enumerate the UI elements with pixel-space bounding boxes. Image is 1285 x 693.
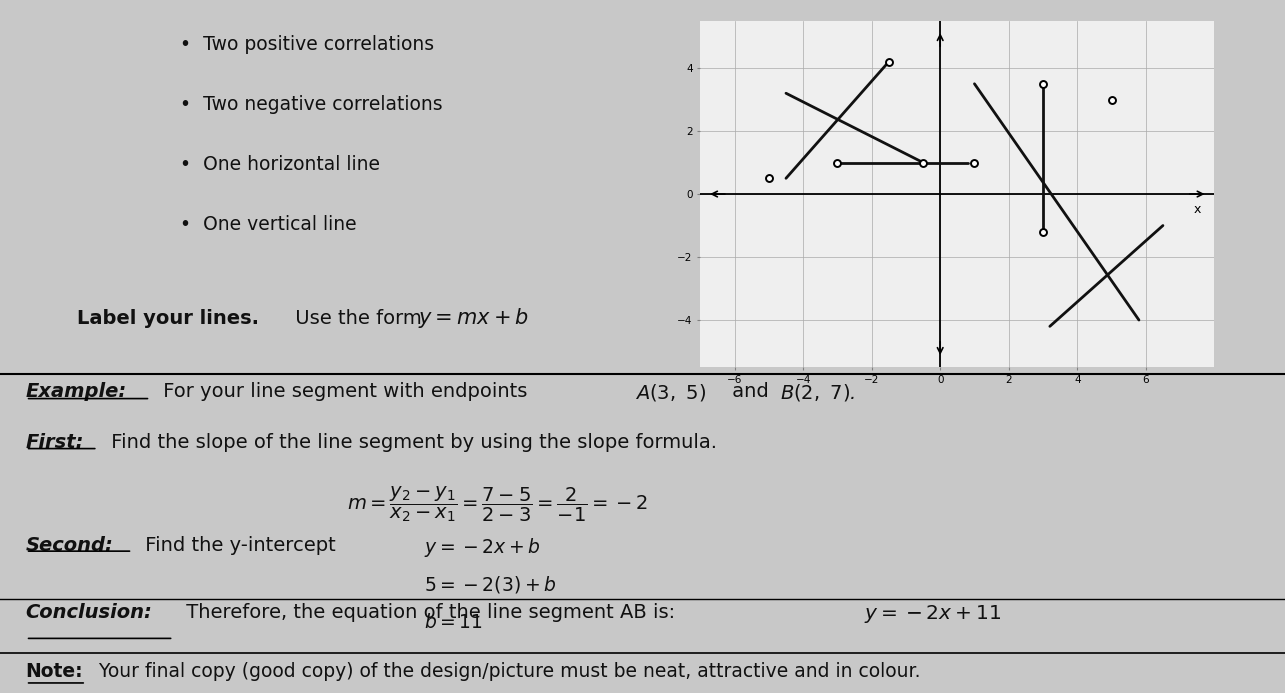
Text: $A(3,\ 5)$: $A(3,\ 5)$ xyxy=(635,382,705,403)
Text: and: and xyxy=(726,382,775,401)
Text: Example:: Example: xyxy=(26,382,127,401)
Text: Label your lines.: Label your lines. xyxy=(77,308,260,328)
Text: Note:: Note: xyxy=(26,662,84,681)
Text: $y = -2x + 11$: $y = -2x + 11$ xyxy=(864,603,1001,625)
Text: $B(2,\ 7)$.: $B(2,\ 7)$. xyxy=(780,382,856,403)
Text: Second:: Second: xyxy=(26,536,113,555)
Text: $b = 11$: $b = 11$ xyxy=(424,613,483,632)
Text: Conclusion:: Conclusion: xyxy=(26,603,153,622)
Text: •  One vertical line: • One vertical line xyxy=(180,215,356,234)
Text: •  Two positive correlations: • Two positive correlations xyxy=(180,35,434,55)
Text: $m = \dfrac{y_2 - y_1}{x_2 - x_1} = \dfrac{7-5}{2-3} = \dfrac{2}{-1} = -2$: $m = \dfrac{y_2 - y_1}{x_2 - x_1} = \dfr… xyxy=(347,484,648,524)
Text: Find the y-intercept: Find the y-intercept xyxy=(139,536,335,555)
Text: •  One horizontal line: • One horizontal line xyxy=(180,155,380,174)
Text: Find the slope of the line segment by using the slope formula.: Find the slope of the line segment by us… xyxy=(105,433,717,453)
Text: Use the form: Use the form xyxy=(289,308,434,328)
Text: $y = mx + b$: $y = mx + b$ xyxy=(418,306,528,330)
Text: Therefore, the equation of the line segment AB is:: Therefore, the equation of the line segm… xyxy=(180,603,681,622)
Text: Your final copy (good copy) of the design/picture must be neat, attractive and i: Your final copy (good copy) of the desig… xyxy=(93,662,920,681)
Text: First:: First: xyxy=(26,433,84,453)
Text: For your line segment with endpoints: For your line segment with endpoints xyxy=(157,382,533,401)
Text: $5 = -2(3) + b$: $5 = -2(3) + b$ xyxy=(424,574,556,595)
Text: •  Two negative correlations: • Two negative correlations xyxy=(180,95,442,114)
Text: x: x xyxy=(1194,203,1201,216)
Text: $y = -2x + b$: $y = -2x + b$ xyxy=(424,536,541,559)
